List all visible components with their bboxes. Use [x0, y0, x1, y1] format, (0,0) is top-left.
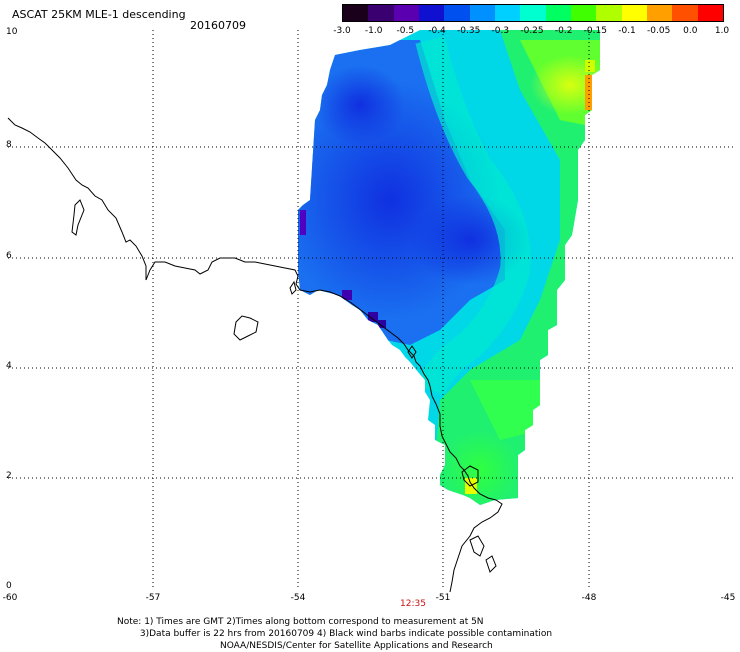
x-label-minus51: -51	[435, 593, 451, 603]
colorbar-label: -0.4	[428, 26, 446, 36]
colorbar-segment	[596, 5, 622, 21]
colorbar-segment	[343, 5, 369, 21]
colorbar-label: 0.0	[683, 26, 698, 36]
y-label-2: 2	[6, 471, 12, 481]
note-line-1: Note: 1) Times are GMT 2)Times along bot…	[117, 617, 484, 627]
note-line-2: 3)Data buffer is 22 hrs from 20160709 4)…	[117, 629, 553, 639]
colorbar-segment	[494, 5, 521, 21]
y-label-8: 8	[6, 140, 12, 150]
colorbar-label: -0.2	[554, 26, 573, 36]
colorbar-label: -3.0	[333, 26, 351, 36]
x-label-minus57: -57	[145, 593, 161, 603]
grid-lines	[8, 30, 735, 588]
chart-title: ASCAT 25KM MLE-1 descending	[12, 8, 186, 21]
y-label-6: 6	[6, 251, 12, 261]
colorbar-label: -1.0	[364, 26, 383, 36]
x-label-minus60: -60	[2, 593, 18, 603]
colorbar-segment	[444, 5, 470, 21]
notes-block: Note: 1) Times are GMT 2)Times along bot…	[117, 616, 552, 652]
colorbar-label: -0.5	[396, 26, 415, 36]
x-label-minus54: -54	[290, 593, 306, 603]
colorbar-label: -0.05	[647, 26, 671, 36]
colorbar-label: -0.1	[618, 26, 636, 36]
colorbar-label: 1.0	[714, 26, 730, 36]
colorbar-segment	[545, 5, 571, 21]
colorbar-segment	[697, 5, 723, 21]
colorbar-label: -0.3	[491, 26, 510, 36]
colorbar-segment	[672, 5, 698, 21]
colorbar-label: -0.25	[520, 26, 544, 36]
date-label: 20160709	[190, 19, 246, 32]
y-label-0: 0	[6, 581, 12, 591]
colorbar-segment	[520, 5, 546, 21]
y-label-4: 4	[6, 361, 12, 371]
colorbar-label: -0.35	[457, 26, 481, 36]
time-label: 12:35	[400, 599, 426, 609]
colorbar-segment	[418, 5, 445, 21]
coastline	[7, 117, 503, 593]
colorbar-segment	[469, 5, 495, 21]
colorbar-segment	[393, 5, 419, 21]
wind-swath	[298, 30, 600, 505]
y-label-10: 10	[6, 27, 18, 37]
colorbar-segment	[646, 5, 673, 21]
x-label-minus45: -45	[720, 593, 736, 603]
colorbar-segment	[570, 5, 597, 21]
x-label-minus48: -48	[581, 593, 597, 603]
note-line-3: NOAA/NESDIS/Center for Satellite Applica…	[117, 641, 493, 651]
colorbar-label: -0.15	[583, 26, 607, 36]
colorbar-segment	[368, 5, 394, 21]
colorbar	[342, 4, 724, 22]
colorbar-segment	[621, 5, 647, 21]
